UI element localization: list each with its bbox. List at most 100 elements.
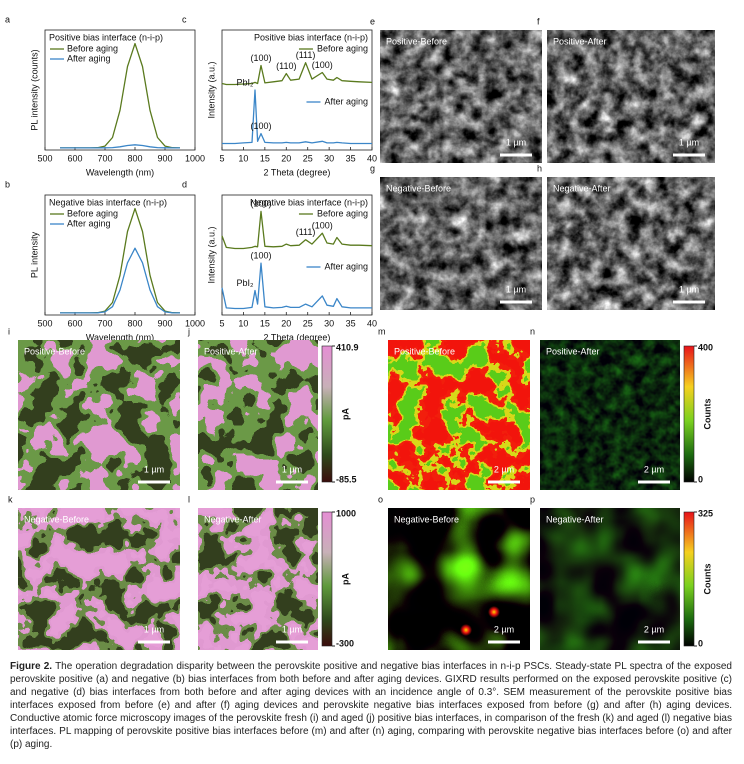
scale-bar-label: 1 µm xyxy=(679,137,699,147)
colorbar-unit: pA xyxy=(340,573,350,585)
peak-label: (111) xyxy=(296,50,316,60)
x-tick-label: 600 xyxy=(67,318,82,328)
colorbar-min: 0 xyxy=(698,638,703,648)
micrograph xyxy=(18,340,180,490)
micrograph xyxy=(18,508,180,650)
scale-bar-label: 2 µm xyxy=(644,624,664,634)
data-line xyxy=(221,62,373,86)
legend-label: After aging xyxy=(324,261,368,271)
panel-label: i xyxy=(8,326,10,336)
data-line xyxy=(60,144,180,149)
peak-label: (100) xyxy=(250,121,271,131)
colorbar xyxy=(321,345,333,483)
x-tick-label: 10 xyxy=(238,153,248,163)
legend-label: Before aging xyxy=(317,208,368,218)
image-title: Positive-After xyxy=(204,346,258,356)
panel-label: m xyxy=(378,326,386,336)
x-tick-label: 500 xyxy=(37,153,52,163)
x-axis-label: Wavelength (nm) xyxy=(86,167,154,177)
peak-label: (100) xyxy=(250,251,271,261)
micrograph xyxy=(540,340,680,490)
colorbar-max: 1000 xyxy=(336,508,356,518)
micrograph xyxy=(388,508,530,650)
image-title: Positive-Before xyxy=(386,36,447,46)
y-axis-label: Intensity (a.u.) xyxy=(206,61,216,118)
colorbar-unit: Counts xyxy=(702,564,712,595)
x-tick-label: 25 xyxy=(303,318,313,328)
scale-bar-label: 1 µm xyxy=(282,624,302,634)
scale-bar-label: 2 µm xyxy=(494,624,514,634)
pl-hotspot xyxy=(488,606,500,618)
y-axis-label: Intensity (a.u.) xyxy=(206,226,216,283)
caption: Figure 2. The operation degradation disp… xyxy=(10,660,732,751)
colorbar-max: 325 xyxy=(698,508,713,518)
panel-label: k xyxy=(8,494,13,504)
micrograph xyxy=(380,177,542,310)
x-tick-label: 35 xyxy=(346,318,356,328)
peak-label: PbI₂ xyxy=(236,77,254,87)
x-tick-label: 1000 xyxy=(185,318,205,328)
data-line xyxy=(221,262,372,310)
x-tick-label: 35 xyxy=(346,153,356,163)
data-line xyxy=(222,89,372,145)
peak-label: (110) xyxy=(276,61,296,71)
micrograph xyxy=(547,30,715,163)
colorbar-unit: pA xyxy=(340,408,350,420)
legend-label: Before aging xyxy=(67,43,118,53)
peak-label: (100) xyxy=(312,221,333,231)
micrograph xyxy=(547,177,715,310)
legend-label: After aging xyxy=(67,218,111,228)
legend-label: After aging xyxy=(324,96,368,106)
x-tick-label: 700 xyxy=(97,153,112,163)
legend-label: After aging xyxy=(67,53,111,63)
x-tick-label: 800 xyxy=(127,153,142,163)
x-tick-label: 5 xyxy=(219,153,224,163)
colorbar xyxy=(683,345,695,483)
x-tick-label: 900 xyxy=(157,153,172,163)
micrograph xyxy=(388,340,530,490)
colorbar-min: -300 xyxy=(336,638,354,648)
x-tick-label: 800 xyxy=(127,318,142,328)
x-tick-label: 20 xyxy=(281,318,291,328)
chart-title: Positive bias interface (n-i-p) xyxy=(254,32,368,42)
x-tick-label: 40 xyxy=(367,318,377,328)
micrograph xyxy=(380,30,542,163)
image-title: Positive-After xyxy=(546,346,600,356)
x-tick-label: 40 xyxy=(367,153,377,163)
x-axis-label: 2 Theta (degree) xyxy=(264,332,331,342)
panel-label: d xyxy=(182,179,187,189)
panel-label: c xyxy=(182,14,187,24)
plot-frame xyxy=(44,194,196,316)
panel-label: h xyxy=(537,163,542,173)
scale-bar-label: 2 µm xyxy=(644,464,664,474)
colorbar xyxy=(321,511,333,647)
colorbar xyxy=(683,511,695,647)
caption-text: The operation degradation disparity betw… xyxy=(10,661,732,750)
peak-label: (100) xyxy=(250,53,271,63)
x-tick-label: 30 xyxy=(324,153,334,163)
image-title: Negative-Before xyxy=(386,183,451,193)
peak-label: PbI₂ xyxy=(236,278,254,288)
x-axis-label: Wavelength (nm) xyxy=(86,332,154,342)
scale-bar-label: 2 µm xyxy=(494,464,514,474)
panel-label: j xyxy=(187,326,190,336)
panel-label: a xyxy=(5,14,10,24)
x-tick-label: 30 xyxy=(324,318,334,328)
image-title: Positive-Before xyxy=(24,346,85,356)
scale-bar-label: 1 µm xyxy=(282,464,302,474)
x-tick-label: 25 xyxy=(303,153,313,163)
peak-label: (100) xyxy=(312,60,333,70)
image-title: Negative-After xyxy=(553,183,611,193)
x-tick-label: 1000 xyxy=(185,153,205,163)
chart-title: Negative bias interface (n-i-p) xyxy=(49,197,167,207)
micrograph xyxy=(198,508,318,650)
panel-label: g xyxy=(370,163,375,173)
colorbar-max: 410.9 xyxy=(336,342,359,352)
colorbar-max: 400 xyxy=(698,342,713,352)
scale-bar-label: 1 µm xyxy=(144,464,164,474)
panel-label: p xyxy=(530,494,535,504)
image-title: Negative-After xyxy=(546,514,604,524)
y-axis-label: PL intensity (counts) xyxy=(29,49,39,130)
panel-label: b xyxy=(5,179,10,189)
